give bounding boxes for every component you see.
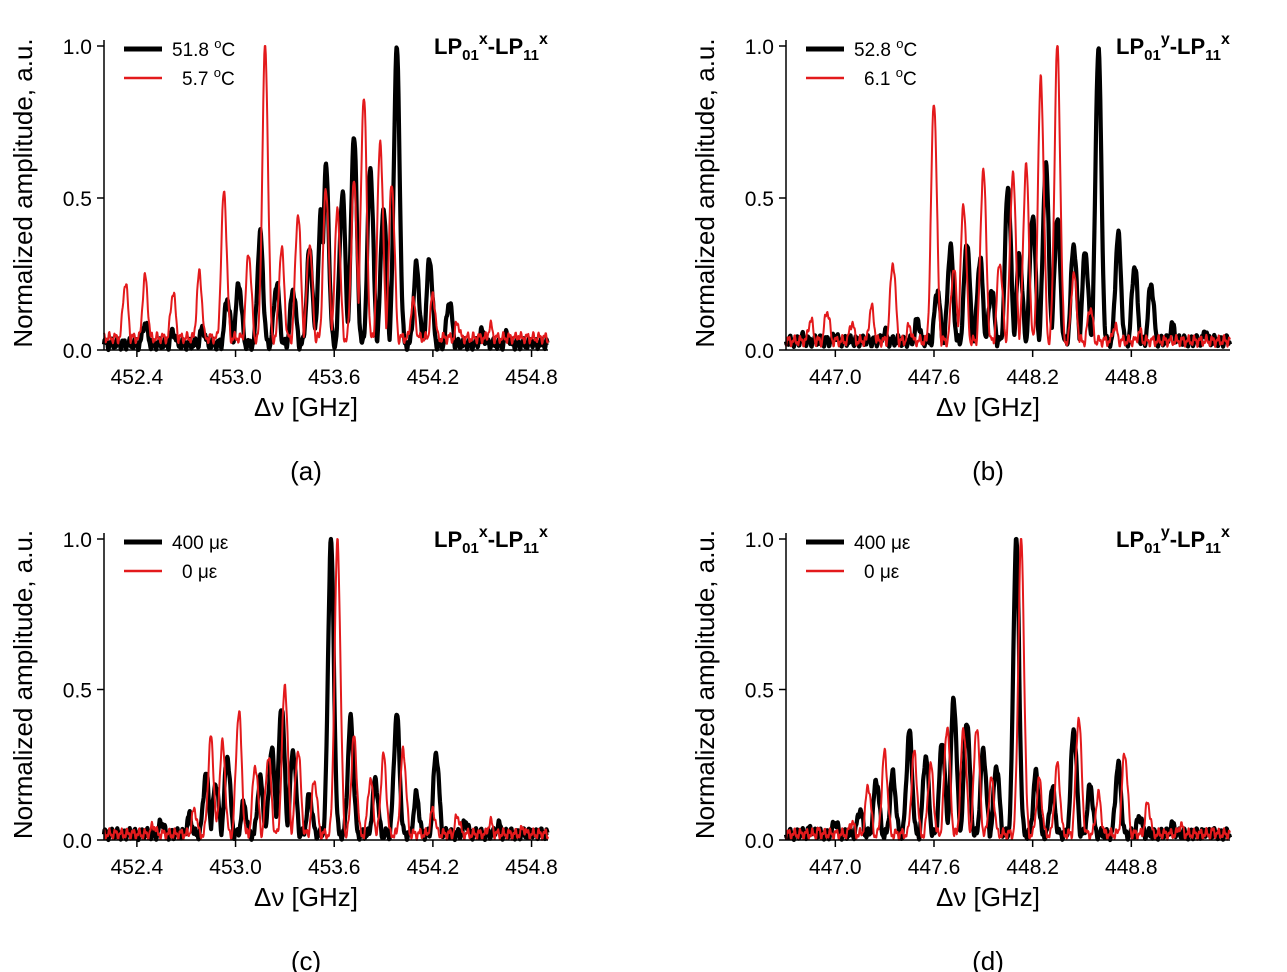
legend-label: 52.8 oC (854, 36, 917, 61)
x-tick-label: 448.2 (1006, 856, 1059, 879)
x-tick-label: 454.2 (407, 856, 460, 879)
x-tick-label: 452.4 (111, 856, 164, 879)
y-tick-label: 0.0 (63, 830, 92, 853)
x-axis-label: Δν [GHz] (936, 392, 1040, 422)
y-axis-label: Normalized amplitude, a.u. (8, 530, 38, 839)
panel-label: (a) (290, 456, 322, 486)
legend-label: 51.8 oC (172, 36, 235, 61)
x-tick-label: 447.6 (908, 366, 961, 389)
y-axis-label: Normalized amplitude, a.u. (690, 38, 720, 347)
series-line-red (785, 45, 1231, 348)
series-line-black (783, 46, 1233, 349)
y-tick-label: 0.0 (745, 830, 774, 853)
x-tick-label: 448.2 (1006, 366, 1059, 389)
legend-label: 400 με (172, 533, 229, 554)
x-tick-label: 454.8 (505, 856, 558, 879)
y-tick-label: 1.0 (63, 529, 92, 552)
series-line-red (785, 538, 1231, 841)
x-tick-label: 453.6 (308, 366, 361, 389)
legend-label: 400 με (854, 533, 911, 554)
legend-label: 5.7 oC (182, 65, 235, 90)
x-tick-label: 454.2 (407, 366, 460, 389)
x-tick-label: 454.8 (505, 366, 558, 389)
panel-b: 447.0 447.6 448.2 448.8 0.0 0.5 1.0 Δν [GHz] Nor… (690, 31, 1233, 486)
x-tick-label: 448.8 (1105, 366, 1158, 389)
y-tick-label: 0.5 (63, 188, 92, 211)
x-axis-label: Δν [GHz] (936, 882, 1040, 912)
y-tick-label: 1.0 (745, 529, 774, 552)
y-tick-label: 0.0 (745, 340, 774, 363)
x-tick-label: 447.6 (908, 856, 961, 879)
y-tick-label: 0.0 (63, 340, 92, 363)
x-tick-label: 453.0 (209, 856, 262, 879)
panel-title: LP01x-LP11x (434, 31, 548, 64)
x-tick-label: 447.0 (809, 366, 862, 389)
x-tick-label: 453.6 (308, 856, 361, 879)
panel-d: 447.0 447.6 448.2 448.8 0.0 0.5 1.0 Δν [GHz] Nor… (690, 524, 1233, 972)
y-tick-label: 0.5 (63, 680, 92, 703)
legend-label: 6.1 oC (864, 65, 917, 90)
panel-title: LP01y-LP11x (1116, 31, 1230, 64)
x-tick-label: 453.0 (209, 366, 262, 389)
x-tick-label: 448.8 (1105, 856, 1158, 879)
x-axis-label: Δν [GHz] (254, 882, 358, 912)
panel-label: (c) (291, 946, 321, 972)
legend-label: 0 με (182, 562, 218, 583)
y-tick-label: 1.0 (63, 36, 92, 59)
y-tick-label: 0.5 (745, 680, 774, 703)
panel-label: (b) (972, 456, 1004, 486)
x-tick-label: 447.0 (809, 856, 862, 879)
panel-a: 452.4 453.0 453.6 454.2 454.8 0.0 0.5 1.0 Δν [GH… (8, 31, 558, 486)
y-axis-label: Normalized amplitude, a.u. (690, 530, 720, 839)
x-tick-label: 452.4 (111, 366, 164, 389)
series-line-black (783, 536, 1233, 843)
panel-c: 452.4 453.0 453.6 454.2 454.8 0.0 0.5 1.0 Δν [GH… (8, 524, 558, 972)
x-axis-label: Δν [GHz] (254, 392, 358, 422)
series-line-black (101, 536, 550, 843)
series-line-red (103, 45, 549, 345)
panel-title: LP01x-LP11x (434, 524, 548, 557)
y-tick-label: 0.5 (745, 188, 774, 211)
panel-label: (d) (972, 946, 1004, 972)
y-tick-label: 1.0 (745, 36, 774, 59)
panel-title: LP01y-LP11x (1116, 524, 1230, 557)
y-axis-label: Normalized amplitude, a.u. (8, 38, 38, 347)
legend-label: 0 με (864, 562, 900, 583)
